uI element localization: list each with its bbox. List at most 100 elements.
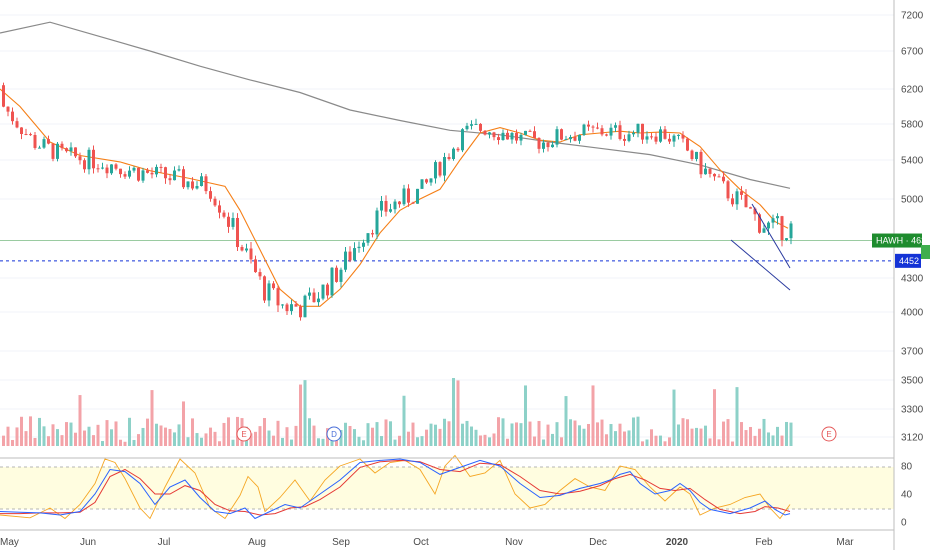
- volume-bar: [209, 427, 212, 446]
- candle-body: [204, 176, 208, 192]
- event-marker-circle[interactable]: [236, 426, 252, 442]
- candle-body: [213, 198, 217, 206]
- time-tick-label: Jun: [80, 537, 96, 548]
- volume-bar: [650, 429, 653, 446]
- price-tick-label: 3120: [901, 433, 924, 444]
- candle-body: [380, 200, 383, 211]
- volume-bar: [92, 435, 95, 446]
- volume-bar: [497, 417, 500, 446]
- candle-body: [690, 150, 694, 160]
- candle-body: [159, 166, 163, 168]
- volume-bar: [519, 423, 523, 446]
- candle-body: [510, 132, 514, 140]
- volume-bar: [456, 380, 460, 446]
- stoch-axis[interactable]: 80 40 0: [901, 462, 913, 529]
- volume-bar: [452, 378, 455, 446]
- stoch-d-line: [0, 459, 791, 516]
- candle-body: [726, 181, 730, 199]
- candle-body: [713, 173, 716, 177]
- volume-bar: [627, 430, 631, 446]
- volume-bar: [722, 421, 725, 446]
- falling-wedge-trendlines: [730, 203, 791, 291]
- time-tick-label: Jul: [158, 537, 171, 548]
- candle-body: [177, 169, 181, 171]
- candle-body: [371, 233, 374, 235]
- candle-body: [735, 191, 739, 205]
- candle-body: [348, 251, 352, 261]
- volume-bar: [632, 417, 635, 446]
- volume-bar: [303, 380, 307, 446]
- volume-bar: [159, 425, 163, 446]
- candle-body: [560, 129, 563, 140]
- volume-bar: [281, 437, 284, 446]
- candle-body: [420, 179, 424, 189]
- stoch-band: [0, 467, 894, 509]
- candle-body: [789, 223, 793, 239]
- candle-body: [56, 143, 59, 159]
- volume-bar: [191, 418, 194, 446]
- volume-bar: [758, 428, 761, 446]
- volume-bar: [6, 426, 10, 446]
- candle-body: [416, 188, 419, 204]
- volume-bar: [429, 423, 433, 446]
- price-axis[interactable]: 7200 6700 6200 5800 5400 5000 4300 4000 3700 3500…: [901, 11, 924, 444]
- volume-bar: [470, 426, 473, 446]
- volume-bar: [258, 426, 262, 446]
- candle-body: [132, 167, 136, 171]
- time-tick-label: Feb: [755, 537, 773, 548]
- volume-bar: [380, 436, 383, 446]
- volume-bar: [641, 441, 644, 446]
- time-axis[interactable]: May Jun Jul Aug Sep Oct Nov Dec 2020 Feb Mar: [0, 537, 854, 548]
- event-marker-circle[interactable]: [821, 426, 837, 442]
- candle-body: [533, 131, 536, 138]
- volume-bar: [231, 439, 235, 446]
- wedge-upper-line: [751, 203, 791, 269]
- time-tick-label: Oct: [413, 537, 429, 548]
- candle-body: [650, 136, 653, 138]
- volume-bar: [789, 422, 793, 446]
- candle-body: [285, 304, 289, 312]
- candle-body: [375, 210, 379, 235]
- volume-bar: [249, 433, 253, 446]
- volume-bar: [132, 439, 136, 446]
- volume-bar: [272, 435, 275, 446]
- volume-bar: [195, 433, 199, 446]
- event-marker-circle[interactable]: [326, 426, 342, 442]
- time-tick-label: Nov: [505, 537, 523, 548]
- candle-body: [456, 148, 460, 151]
- candle-body: [218, 205, 221, 213]
- candle-body: [564, 139, 568, 141]
- reference-price-text: 4452: [899, 256, 919, 266]
- ma-fast-line: [0, 88, 789, 307]
- event-marker-label: D: [331, 430, 337, 439]
- candle-body: [618, 125, 622, 139]
- candle-body: [92, 149, 95, 169]
- volume-bar: [294, 425, 298, 446]
- volume-bar: [488, 437, 491, 446]
- price-tick-label: 5000: [901, 195, 924, 206]
- volume-bar: [101, 441, 104, 446]
- candle-body: [542, 142, 545, 149]
- candle-body: [654, 136, 658, 142]
- volume-bar: [353, 429, 356, 446]
- price-tick-label: 4000: [901, 308, 924, 319]
- candle-body: [659, 129, 662, 142]
- volume-bar: [510, 423, 514, 446]
- volume-bar: [785, 421, 788, 446]
- volume-bar: [740, 422, 743, 446]
- volume-bar: [753, 435, 757, 446]
- volume-bar: [366, 423, 370, 446]
- candle-body: [290, 304, 293, 312]
- price-tick-label: 5800: [901, 120, 924, 131]
- time-tick-label: May: [0, 537, 19, 548]
- candle-body: [227, 216, 230, 227]
- volume-bar: [218, 441, 221, 446]
- candle-body: [105, 167, 109, 174]
- volume-bar: [605, 434, 608, 446]
- candle-body: [267, 283, 271, 301]
- candle-body: [551, 144, 554, 148]
- candle-body: [222, 212, 226, 217]
- candle-body: [173, 170, 176, 181]
